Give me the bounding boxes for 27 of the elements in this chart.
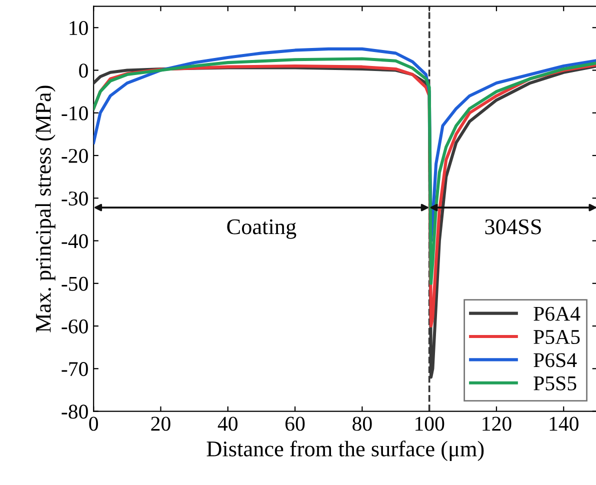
- x-tick-label: 80: [352, 416, 372, 431]
- x-axis-title: Distance from the surface (μm): [206, 440, 484, 461]
- annotation: 304SS: [485, 219, 541, 234]
- y-tick-label: -10: [62, 106, 88, 120]
- y-tick-label: -80: [62, 404, 88, 419]
- line-series: [94, 57, 596, 285]
- y-axis-title: Max. principal stress (MPa): [35, 86, 56, 332]
- x-tick-label: 40: [218, 416, 238, 431]
- y-tick-label: -70: [62, 362, 88, 376]
- y-tick-label: -20: [62, 148, 88, 163]
- legend-label: P6A4: [534, 306, 580, 321]
- x-tick-label: 0: [89, 416, 98, 431]
- legend-label: P6S4: [534, 353, 577, 368]
- x-tick-label: 100: [416, 416, 444, 431]
- legend-label: P5A5: [534, 330, 580, 344]
- y-tick-label: 0: [79, 64, 88, 78]
- y-tick-label: -40: [62, 234, 88, 248]
- y-tick-label: 10: [70, 20, 88, 36]
- annotation: Coating: [227, 219, 296, 239]
- y-tick-label: -50: [62, 276, 88, 291]
- x-tick-label: 120: [482, 416, 512, 431]
- x-tick-label: 20: [151, 416, 170, 431]
- legend-label: P5S5: [534, 376, 576, 390]
- x-tick-label: 60: [286, 416, 305, 431]
- x-tick-label: 140: [550, 416, 578, 431]
- y-tick-label: -60: [62, 319, 88, 334]
- y-tick-label: -30: [62, 192, 88, 206]
